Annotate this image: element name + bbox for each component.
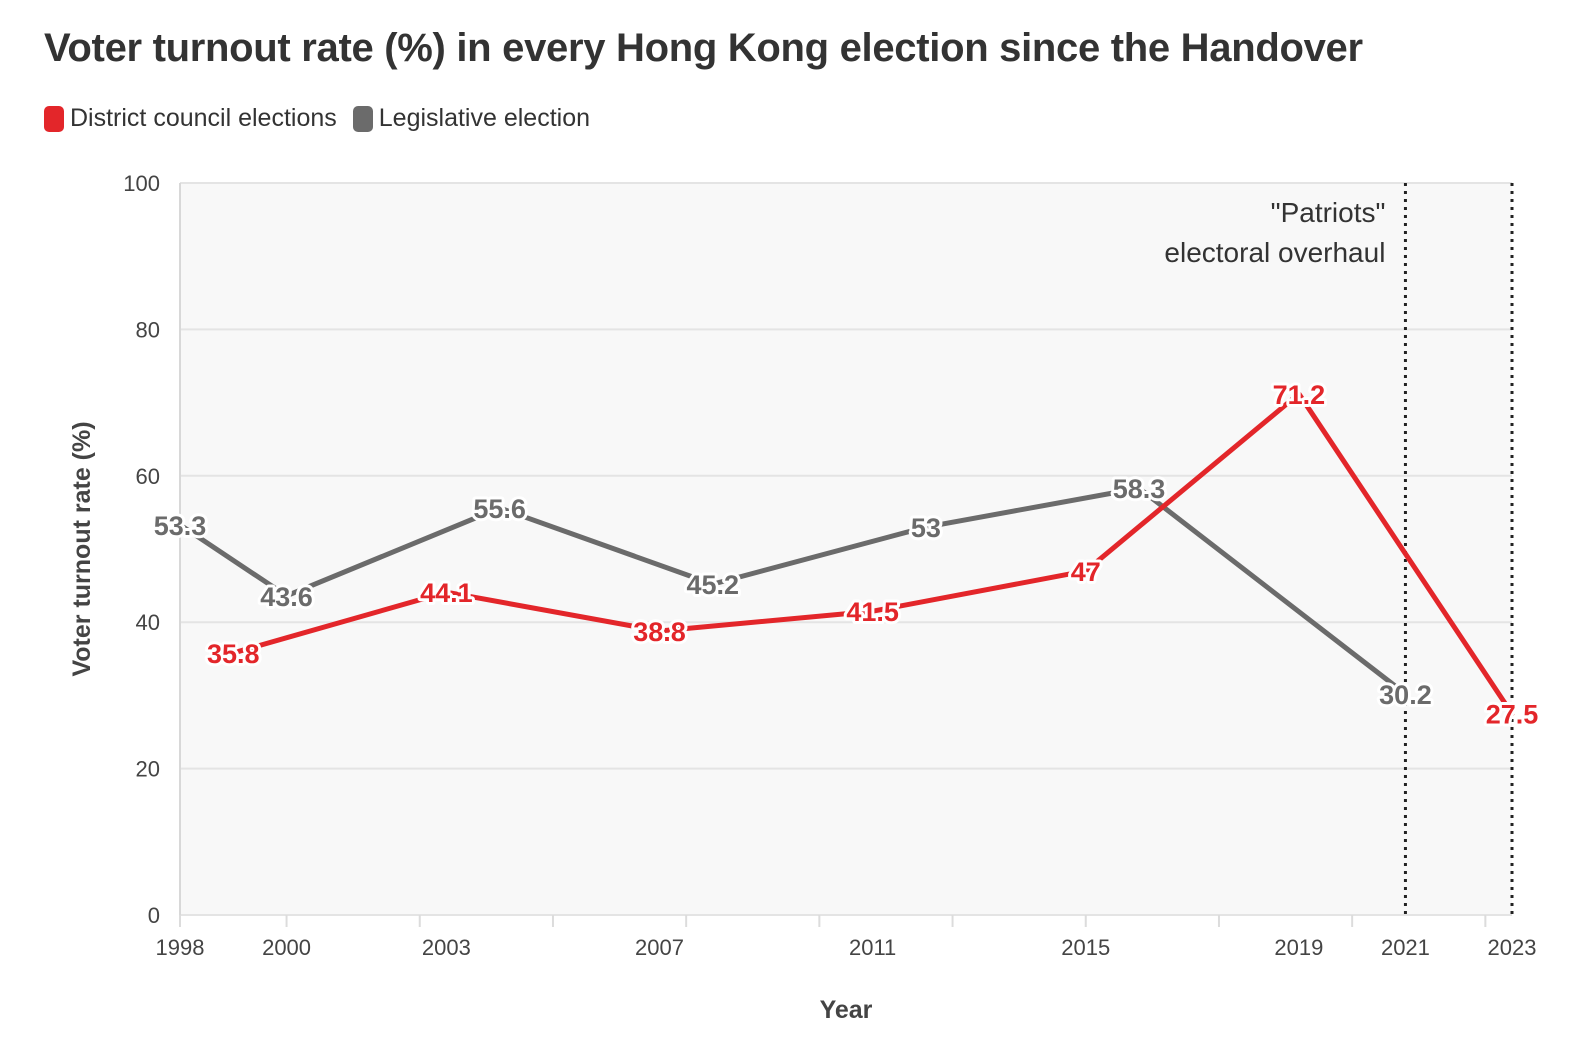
legislative-data-label: 58.3 (1113, 474, 1166, 504)
district-data-label: 47 (1071, 557, 1101, 587)
y-tick-label: 0 (148, 903, 160, 928)
legend-label-legislative: Legislative election (378, 104, 591, 132)
axes: 0 20 40 60 80 100 1998 2000 2003 2007 2011 2015 2019… (123, 171, 1536, 960)
district-data-label: 71.2 (1273, 380, 1326, 410)
x-tick-label: 2023 (1488, 935, 1537, 960)
district-data-label: 38.8 (633, 617, 686, 647)
legislative-data-label: 53.3 (154, 511, 207, 541)
legend-swatch-legislative (352, 105, 373, 132)
y-tick-label: 80 (136, 317, 160, 342)
legislative-data-label: 45.2 (687, 570, 740, 600)
legislative-data-label: 53 (911, 513, 941, 543)
x-axis-title: Year (820, 996, 873, 1024)
legend-swatch-district (44, 105, 64, 132)
legend-item-district[interactable]: District council elections (44, 104, 337, 133)
chart-title: Voter turnout rate (%) in every Hong Kon… (44, 26, 1363, 70)
reference-lines (1403, 183, 1514, 915)
y-tick-label: 40 (136, 610, 160, 635)
legend: District council elections Legislative e… (44, 104, 606, 133)
x-tick-label: 1998 (156, 935, 205, 960)
legend-label-district: District council elections (70, 104, 337, 132)
y-tick-label: 60 (136, 464, 160, 489)
annotation: "Patriots" electoral overhaul (1164, 197, 1385, 268)
x-tick-label: 2003 (422, 935, 471, 960)
x-tick-label: 2015 (1061, 935, 1110, 960)
annotation-line-2: electoral overhaul (1164, 237, 1385, 268)
series-lines (177, 391, 1515, 717)
legislative-line (177, 485, 1408, 697)
annotation-line-1: "Patriots" (1271, 197, 1386, 228)
district-data-label: 41.5 (846, 597, 899, 627)
legislative-data-label: 43.6 (260, 582, 313, 612)
x-tick-label: 2007 (635, 935, 684, 960)
data-labels: 53.3 43.6 55.6 45.2 53 58.3 30.2 35.8 44.1 38.8 41… (151, 377, 1542, 733)
x-tick-label: 2011 (849, 935, 896, 960)
legislative-data-label: 55.6 (473, 494, 526, 524)
y-tick-label: 100 (123, 171, 160, 196)
y-axis-title: Voter turnout rate (%) (68, 421, 96, 676)
gridlines (180, 182, 1512, 916)
x-tick-label: 2019 (1274, 935, 1323, 960)
district-data-label: 44.1 (420, 578, 473, 608)
district-data-label: 35.8 (207, 639, 260, 669)
district-council-line (230, 391, 1515, 717)
y-tick-label: 20 (136, 757, 160, 782)
legislative-data-label: 30.2 (1379, 680, 1432, 710)
legend-item-legislative[interactable]: Legislative election (352, 104, 591, 133)
district-data-label: 27.5 (1486, 700, 1539, 730)
x-tick-label: 2000 (262, 935, 311, 960)
x-tick-label: 2021 (1381, 935, 1430, 960)
